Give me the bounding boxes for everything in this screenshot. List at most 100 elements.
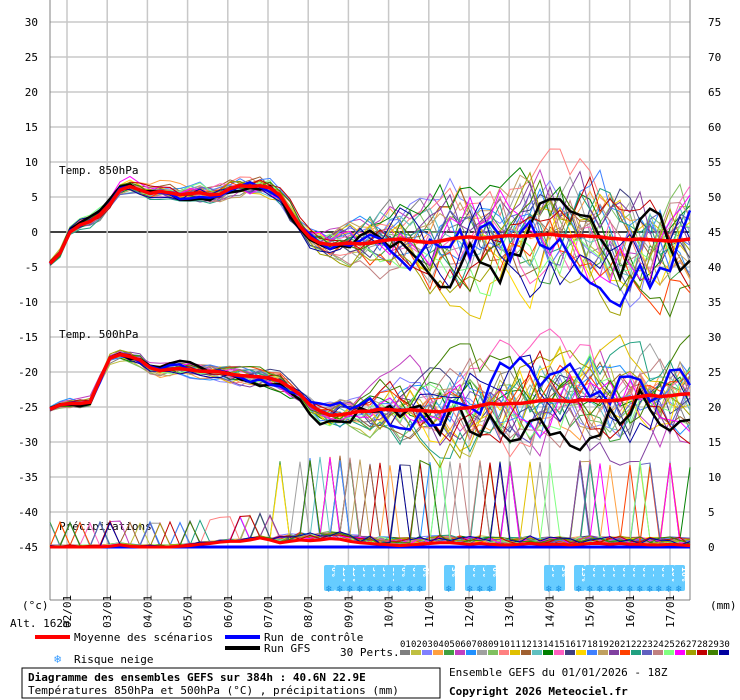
- left-tick-label: 20: [25, 86, 38, 99]
- right-tick-label: 5: [708, 506, 715, 519]
- pert-swatch: [543, 650, 553, 655]
- x-tick-label: 06/01: [222, 595, 235, 628]
- snow-flake-icon: ❄: [607, 584, 614, 595]
- snow-flake-icon: ❄: [576, 584, 583, 595]
- snow-badge: [544, 565, 555, 591]
- legend-mean: Moyenne des scénarios: [74, 631, 213, 644]
- snow-badge: [605, 565, 616, 591]
- x-tick-label: 15/01: [584, 595, 597, 628]
- x-tick-label: 11/01: [423, 595, 436, 628]
- pert-number: 08: [477, 640, 488, 650]
- snow-badge: [335, 565, 346, 591]
- pert-number: 23: [642, 640, 653, 650]
- plot-background: [50, 0, 690, 600]
- snow-badge: [365, 565, 376, 591]
- snow-badge: [625, 565, 636, 591]
- left-tick-label: -35: [18, 471, 38, 484]
- pert-swatch: [565, 650, 575, 655]
- snow-badge: [375, 565, 386, 591]
- pert-t500-line: [49, 353, 691, 449]
- panel-label-t850: Temp. 850hPa: [59, 164, 138, 177]
- snow-flake-icon: ❄: [407, 584, 414, 595]
- pert-number: 30: [719, 640, 730, 650]
- pert-number: 20: [609, 640, 620, 650]
- pert-swatch: [697, 650, 707, 655]
- pert-swatch: [422, 650, 432, 655]
- pert-number: 06: [455, 640, 466, 650]
- pert-swatch: [411, 650, 421, 655]
- snow-flake-icon: ❄: [546, 584, 553, 595]
- panel-label-t500: Temp. 500hPa: [59, 328, 138, 341]
- snow-flake-icon: ❄: [347, 584, 354, 595]
- mean-t850-line: [48, 184, 691, 265]
- snow-flake-icon: ❄: [477, 584, 484, 595]
- perturbation-legend: 01 02 03 04 05 06 07 08 09 10 11 12 13 14 15 16 17 18 19 20…: [400, 640, 730, 655]
- pert-swatch: [708, 650, 718, 655]
- snow-badge: [324, 565, 335, 591]
- grid-lines: [49, 0, 691, 601]
- snow-flake-icon: ❄: [656, 584, 663, 595]
- pert-t500-line: [49, 354, 691, 441]
- run-info: Ensemble GEFS du 01/01/2026 - 18Z: [449, 666, 668, 679]
- pert-number: 12: [521, 640, 532, 650]
- right-tick-label: 70: [708, 51, 721, 64]
- chart-title: Diagramme des ensembles GEFS sur 384h : …: [28, 671, 366, 684]
- pert-number: 01: [400, 640, 411, 650]
- pert-t850-line: [49, 175, 691, 292]
- right-tick-label: 75: [708, 16, 721, 29]
- pert-number: 18: [587, 640, 598, 650]
- mean-precip-line: [50, 536, 691, 549]
- snow-badge: [394, 565, 405, 591]
- snow-percent: 16%: [680, 567, 689, 582]
- left-tick-label: 0: [31, 226, 38, 239]
- left-tick-label: -30: [18, 436, 38, 449]
- snow-flake-icon: ❄: [446, 584, 453, 595]
- pert-swatch: [488, 650, 498, 655]
- right-unit: (mm): [710, 599, 737, 612]
- pert-number: 26: [675, 640, 686, 650]
- snow-badge: [485, 565, 496, 591]
- right-tick-label: 65: [708, 86, 721, 99]
- x-tick-label: 10/01: [383, 595, 396, 628]
- snow-percent: 3%: [450, 567, 459, 577]
- snow-badge: [654, 565, 665, 591]
- left-tick-label: -5: [25, 261, 38, 274]
- x-tick-label: 02/01: [61, 595, 74, 628]
- chart-subtitle: Températures 850hPa et 500hPa (°C) , pré…: [28, 684, 399, 697]
- left-tick-label: -25: [18, 401, 38, 414]
- snow-badge: [674, 565, 685, 591]
- snow-percent: 6%: [400, 567, 409, 577]
- pert-number: 02: [411, 640, 422, 650]
- pert-number: 05: [444, 640, 455, 650]
- snow-icon: ❄: [54, 652, 61, 666]
- x-axis: 02/01 03/01 04/01 05/01 06/01 07/01 08/01 09/01…: [61, 595, 677, 628]
- right-tick-label: 55: [708, 156, 721, 169]
- pert-number: 28: [697, 640, 708, 650]
- snow-percent: 13%: [580, 567, 589, 582]
- x-tick-label: 04/01: [141, 595, 154, 628]
- pert-number: 09: [488, 640, 499, 650]
- snow-flake-icon: ❄: [587, 584, 594, 595]
- snow-flake-icon: ❄: [377, 584, 384, 595]
- legend-swatch-gfs: [225, 646, 260, 650]
- snow-flake-icon: ❄: [666, 584, 673, 595]
- snow-flake-icon: ❄: [387, 584, 394, 595]
- pert-swatch: [631, 650, 641, 655]
- right-tick-label: 30: [708, 331, 721, 344]
- legend-perts: 30 Perts.: [340, 646, 400, 659]
- snow-flake-icon: ❄: [487, 584, 494, 595]
- altitude-label: Alt. 162m: [10, 617, 70, 630]
- pert-swatch: [532, 650, 542, 655]
- snow-percent: 6%: [421, 567, 430, 577]
- pert-t850-line: [49, 187, 691, 299]
- title-box: [21, 667, 441, 699]
- snow-percent: 6%: [330, 567, 339, 577]
- left-tick-label: 5: [31, 191, 38, 204]
- copyright: Copyright 2026 Meteociel.fr: [449, 685, 628, 698]
- left-axis: 30 25 20 15 10 5 0 -5 -10 -15 -20 -25 -30 -35 -40 -45: [18, 16, 38, 554]
- pert-precip-line: [49, 459, 691, 548]
- pert-t850-line: [49, 186, 691, 287]
- pert-swatch: [620, 650, 630, 655]
- x-tick-label: 17/01: [664, 595, 677, 628]
- left-tick-label: 25: [25, 51, 38, 64]
